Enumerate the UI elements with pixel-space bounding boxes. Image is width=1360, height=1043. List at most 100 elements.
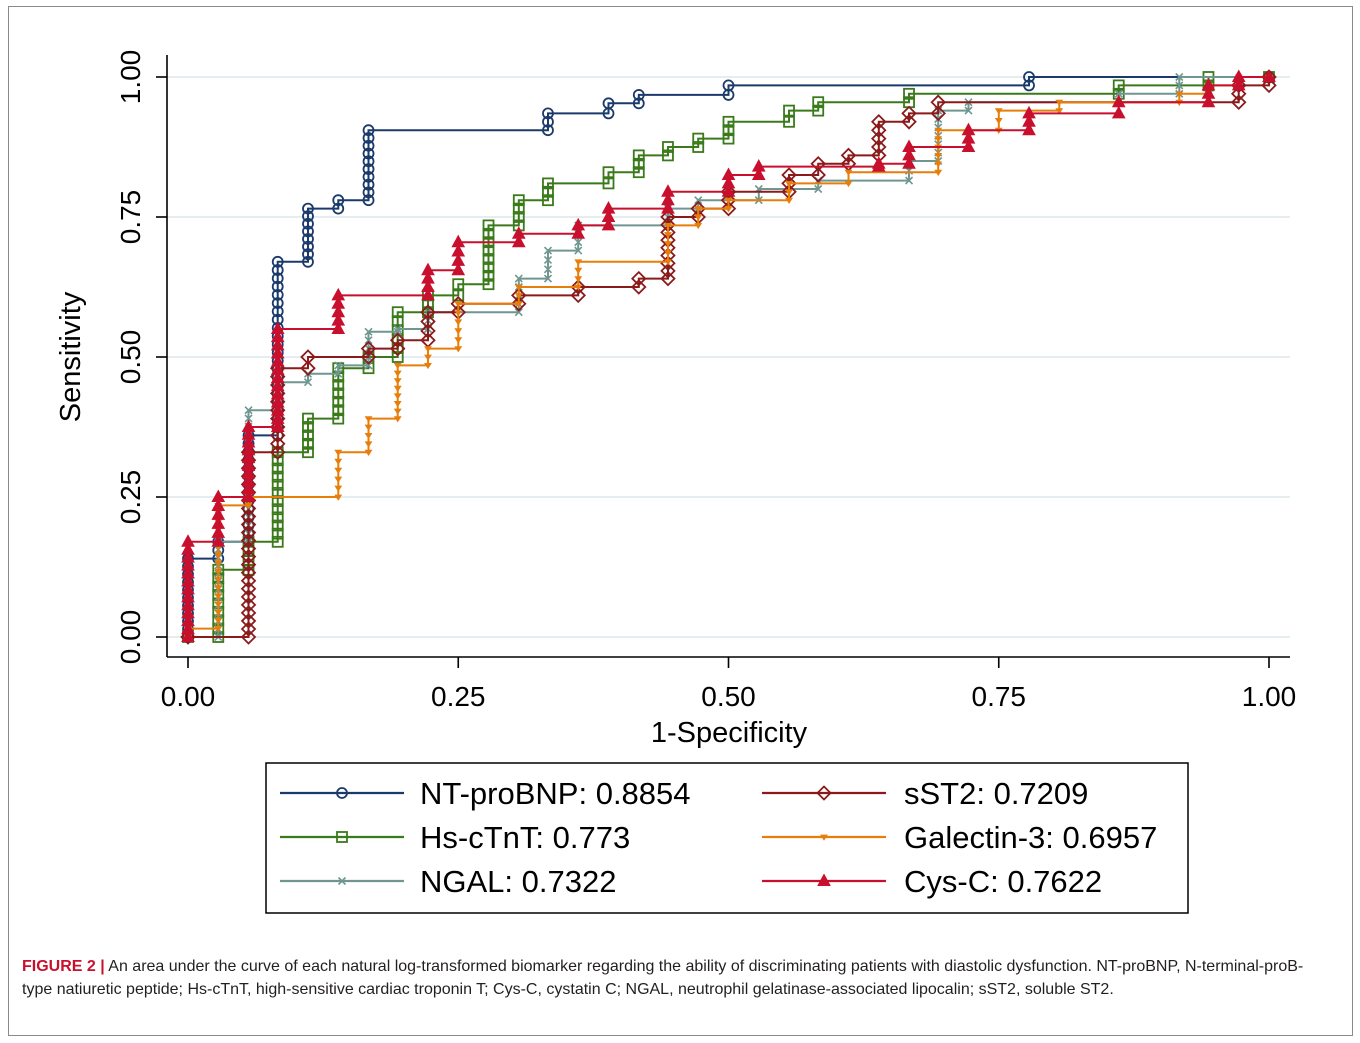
data-point	[1114, 89, 1123, 98]
y-axis-title: Sensitivity	[55, 291, 87, 422]
data-point	[241, 481, 256, 495]
data-point	[240, 589, 257, 605]
data-point	[664, 222, 672, 230]
data-point	[482, 219, 495, 232]
data-point	[181, 581, 195, 595]
data-point	[512, 194, 525, 207]
data-point	[271, 503, 284, 516]
data-point	[511, 296, 527, 312]
data-point	[364, 432, 373, 440]
x-axis-title: 1-Specificity	[651, 717, 808, 749]
data-point	[211, 525, 226, 538]
data-point	[451, 234, 466, 248]
data-point	[964, 106, 973, 115]
data-point	[902, 156, 916, 169]
data-point	[240, 613, 257, 629]
data-point	[1022, 105, 1036, 119]
data-point	[362, 178, 375, 191]
data-point	[421, 262, 435, 276]
data-point	[904, 176, 914, 185]
data-point	[1175, 72, 1184, 82]
data-point	[664, 232, 672, 239]
data-point	[514, 301, 523, 308]
data-point	[271, 272, 284, 285]
data-point	[389, 332, 406, 348]
data-point	[451, 262, 466, 276]
data-point	[1022, 114, 1036, 127]
data-point	[334, 476, 343, 483]
data-point	[482, 244, 495, 257]
data-point	[722, 79, 735, 92]
data-point	[269, 427, 286, 444]
data-point	[424, 354, 432, 361]
data-point	[420, 313, 436, 330]
data-point	[334, 369, 343, 378]
data-point	[244, 406, 253, 415]
data-point	[574, 246, 583, 255]
data-point	[601, 217, 616, 231]
data-point	[661, 184, 675, 197]
data-point	[364, 336, 373, 345]
x-tick-label: 1.00	[1242, 681, 1297, 712]
data-point	[901, 105, 917, 122]
y-tick-label: 0.00	[115, 610, 146, 665]
legend-entry-nt-probnp: NT-proBNP: 0.8854	[280, 776, 691, 811]
data-point	[360, 349, 377, 365]
data-point	[391, 306, 404, 319]
data-point	[420, 323, 436, 339]
data-point	[270, 370, 285, 383]
data-point	[662, 141, 674, 153]
data-point	[271, 535, 284, 548]
data-point	[393, 400, 402, 408]
data-point	[240, 548, 257, 565]
data-point	[271, 478, 284, 491]
data-point	[241, 466, 256, 479]
data-point	[240, 540, 257, 557]
data-point	[660, 263, 676, 279]
data-point	[1175, 91, 1184, 98]
data-point	[424, 346, 432, 353]
data-point	[870, 139, 887, 155]
data-point	[364, 361, 373, 370]
data-point	[454, 337, 463, 344]
data-point	[1230, 77, 1247, 94]
data-point	[303, 378, 313, 387]
data-point	[240, 516, 257, 533]
data-point	[211, 498, 226, 511]
legend: NT-proBNP: 0.8854 sST2: 0.7209 Hs-cTnT: 0.…	[265, 762, 1189, 914]
data-point	[240, 532, 257, 549]
data-point	[214, 552, 223, 559]
caption-text: An area under the curve of each natural …	[22, 958, 1304, 998]
data-point	[454, 301, 463, 308]
data-point	[844, 180, 853, 188]
data-point	[1111, 94, 1126, 108]
data-point	[664, 259, 672, 266]
data-point	[482, 261, 495, 274]
data-point	[514, 292, 523, 300]
data-point	[421, 287, 435, 301]
data-point	[269, 444, 286, 460]
data-point	[362, 194, 375, 207]
data-point	[181, 613, 195, 627]
data-point	[240, 597, 257, 613]
data-point	[181, 629, 195, 642]
data-point	[785, 197, 793, 204]
data-point	[302, 225, 314, 238]
data-point	[271, 297, 284, 310]
data-point	[181, 550, 195, 563]
data-point	[331, 304, 346, 318]
data-point	[574, 267, 583, 274]
data-point	[302, 210, 314, 223]
x-tick-label: 0.25	[431, 681, 486, 712]
data-point	[810, 156, 826, 172]
data-point	[1022, 122, 1036, 136]
data-point	[393, 393, 402, 400]
data-point	[241, 458, 256, 471]
data-point	[454, 319, 463, 326]
data-point	[694, 206, 703, 213]
data-point	[870, 122, 887, 138]
data-point	[722, 115, 735, 128]
data-point	[362, 139, 375, 152]
data-point	[241, 419, 256, 432]
legend-label: Cys-C: 0.7622	[904, 864, 1102, 899]
